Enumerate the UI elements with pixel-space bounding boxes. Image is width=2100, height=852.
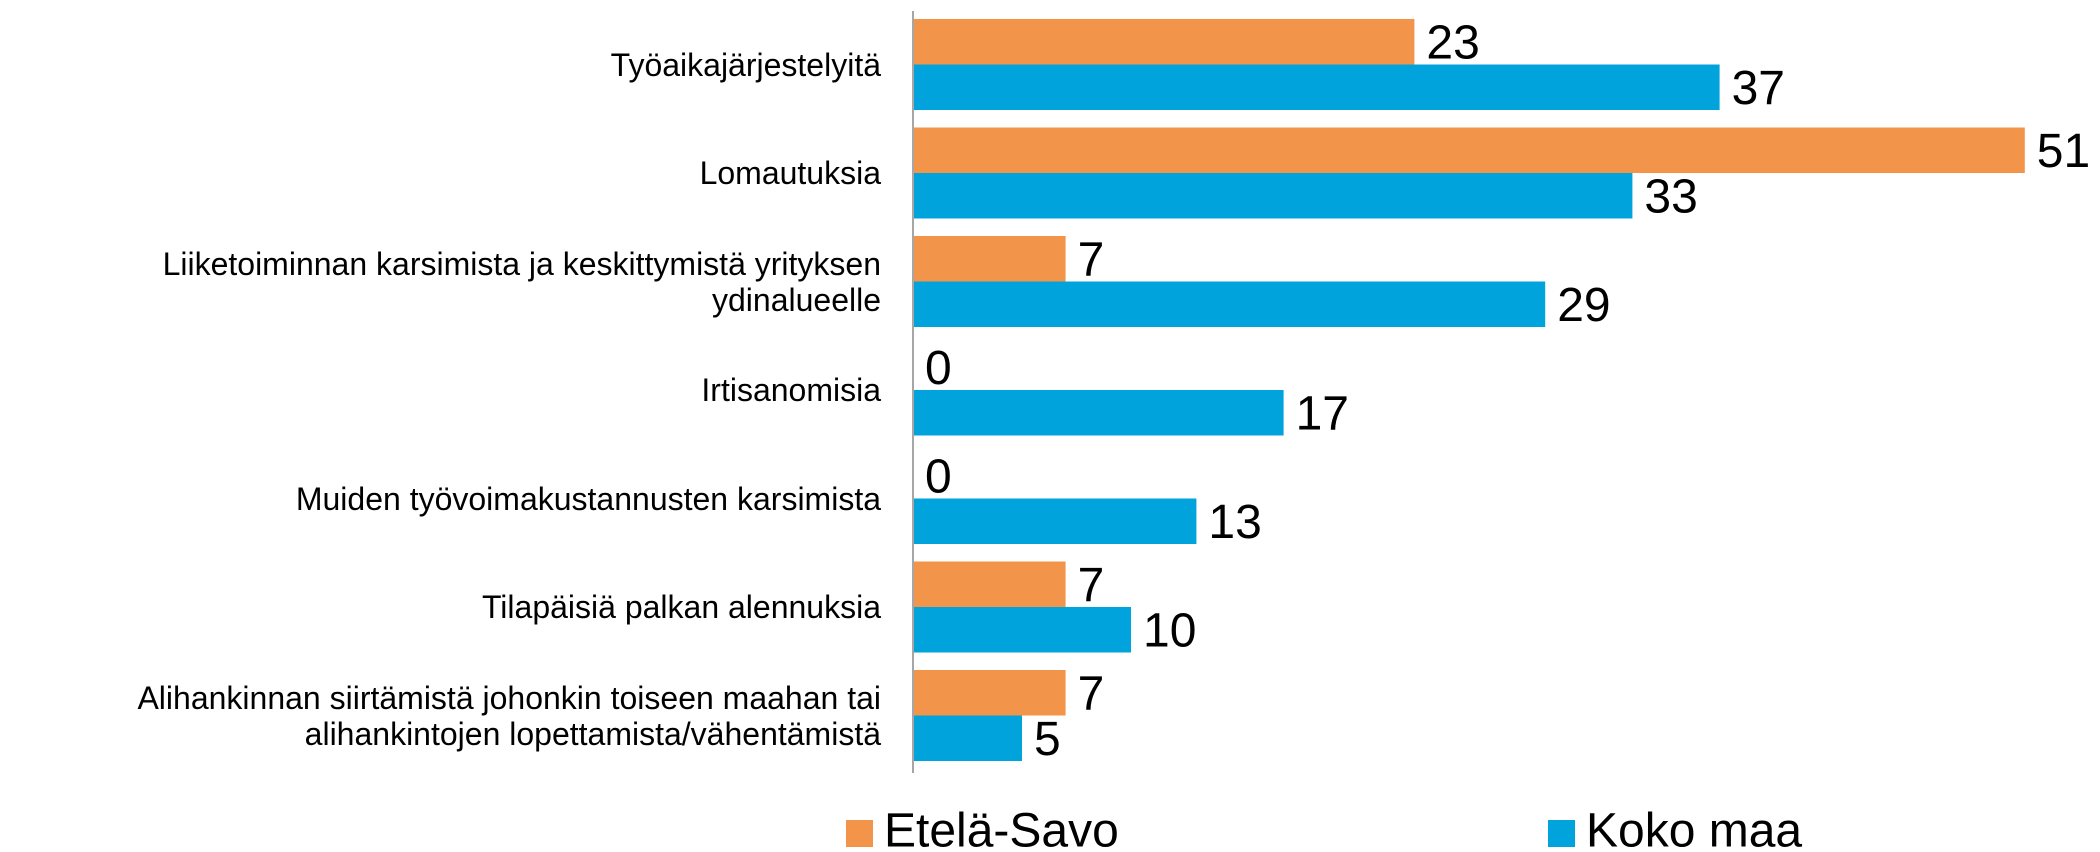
data-label: 29	[1557, 279, 1610, 332]
category-label: Irtisanomisia	[701, 372, 881, 408]
data-label: 10	[1143, 604, 1196, 657]
bar	[913, 236, 1066, 282]
data-label: 0	[925, 450, 952, 503]
data-label: 17	[1296, 387, 1349, 440]
bar	[913, 498, 1197, 544]
bar	[913, 19, 1415, 65]
bar	[913, 715, 1022, 761]
legend-swatch	[1548, 820, 1575, 847]
legend-label: Koko maa	[1586, 805, 1802, 852]
bar	[913, 281, 1546, 327]
bar	[913, 390, 1284, 436]
category-label: Tilapäisiä palkan alennuksia	[481, 589, 881, 625]
category-label: Työaikajärjestelyitä	[610, 46, 881, 83]
data-label: 23	[1426, 16, 1479, 69]
data-label: 37	[1732, 62, 1785, 115]
category-label: Lomautuksia	[699, 155, 881, 191]
bar	[913, 561, 1066, 607]
bar	[913, 127, 2025, 173]
bar	[913, 64, 1720, 110]
bar	[913, 607, 1131, 653]
data-label: 7	[1078, 667, 1105, 720]
data-label: 13	[1208, 496, 1261, 549]
bar	[913, 173, 1633, 219]
category-label: Muiden työvoimakustannusten karsimista	[295, 480, 881, 517]
bar	[913, 670, 1066, 716]
data-label: 7	[1078, 233, 1105, 286]
legend-swatch	[846, 820, 873, 847]
data-label: 33	[1644, 170, 1697, 223]
data-label: 5	[1034, 713, 1061, 766]
data-label: 51	[2037, 125, 2090, 178]
data-label: 7	[1078, 559, 1105, 612]
category-label: Liiketoiminnan karsimista ja keskittymis…	[162, 245, 881, 318]
category-label: Alihankinnan siirtämistä johonkin toisee…	[137, 679, 881, 752]
data-label: 0	[925, 342, 952, 395]
legend-label: Etelä-Savo	[884, 805, 1119, 852]
